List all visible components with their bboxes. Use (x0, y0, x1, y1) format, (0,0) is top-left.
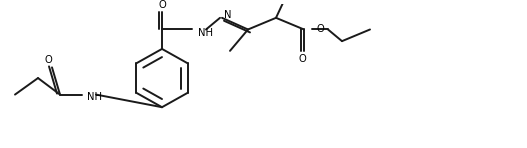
Text: O: O (44, 55, 52, 65)
Text: N: N (224, 10, 231, 20)
Text: O: O (298, 54, 306, 64)
Text: NH: NH (87, 92, 102, 102)
Text: O: O (158, 0, 166, 10)
Text: NH: NH (198, 28, 213, 38)
Text: O: O (316, 24, 324, 34)
